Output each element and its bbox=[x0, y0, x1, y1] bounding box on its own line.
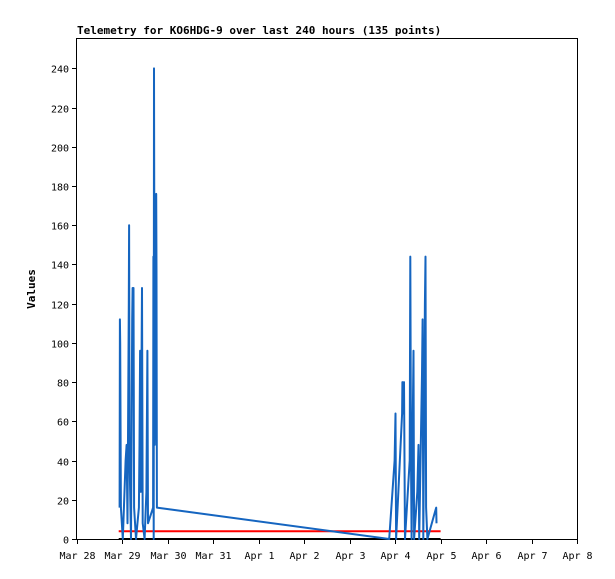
y-axis-label: Values bbox=[25, 269, 38, 309]
x-tick-label: Apr 6 bbox=[471, 551, 501, 562]
y-tick-label: 80 bbox=[57, 379, 69, 390]
y-tick-label: 200 bbox=[51, 144, 69, 155]
x-tick-label: Mar 31 bbox=[195, 551, 231, 562]
x-tick-label: Apr 5 bbox=[426, 551, 456, 562]
x-tick-label: Apr 1 bbox=[244, 551, 274, 562]
y-axis: 0 20 40 60 80 100 120 140 160 180 200 220 240 bbox=[51, 65, 77, 547]
y-tick-label: 40 bbox=[57, 458, 69, 469]
y-tick-label: 120 bbox=[51, 301, 69, 312]
y-tick-label: 180 bbox=[51, 183, 69, 194]
series-line-0 bbox=[118, 67, 438, 540]
y-tick-label: 220 bbox=[51, 105, 69, 116]
x-tick-label: Mar 30 bbox=[150, 551, 186, 562]
y-tick-label: 100 bbox=[51, 340, 69, 351]
x-axis: Mar 28 Mar 29 Mar 30 Mar 31 Apr 1 Apr 2 Apr 3 A… bbox=[59, 539, 593, 562]
x-tick-label: Apr 8 bbox=[562, 551, 592, 562]
y-tick-label: 20 bbox=[57, 497, 69, 508]
x-tick-label: Apr 2 bbox=[289, 551, 319, 562]
y-tick-label: 60 bbox=[57, 418, 69, 429]
x-tick-label: Mar 28 bbox=[59, 551, 95, 562]
y-tick-label: 140 bbox=[51, 261, 69, 272]
plot-frame bbox=[76, 38, 578, 540]
y-tick-label: 160 bbox=[51, 222, 69, 233]
y-tick-label: 0 bbox=[63, 536, 69, 547]
x-tick-label: Apr 7 bbox=[517, 551, 547, 562]
x-tick-label: Apr 3 bbox=[335, 551, 365, 562]
y-tick-label: 240 bbox=[51, 65, 69, 76]
x-tick-label: Mar 29 bbox=[104, 551, 140, 562]
chart-title: Telemetry for KO6HDG-9 over last 240 hou… bbox=[77, 24, 441, 37]
x-tick-label: Apr 4 bbox=[380, 551, 410, 562]
series-group bbox=[118, 67, 441, 540]
